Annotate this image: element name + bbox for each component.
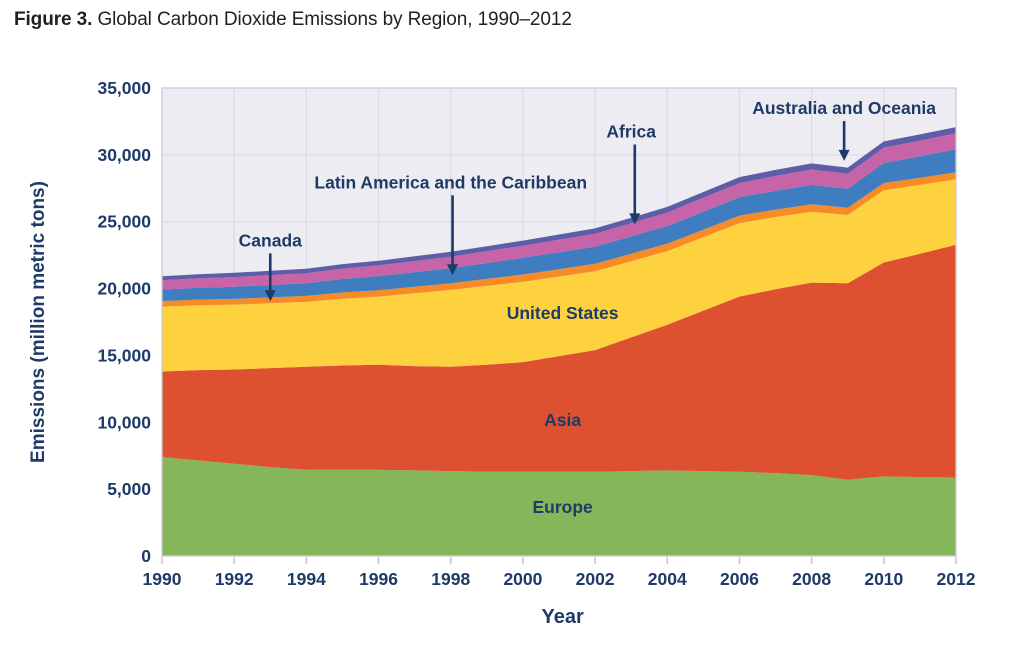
x-tick-label: 2008 xyxy=(792,569,831,589)
area-united-states xyxy=(162,179,956,372)
x-axis-title: Year xyxy=(541,606,583,628)
annotation-arrowhead-canada xyxy=(264,290,276,302)
annotations: Canada Latin America and the Caribbean Afr… xyxy=(239,98,936,302)
x-tick-label: 1996 xyxy=(359,569,398,589)
area-asia xyxy=(162,244,956,480)
y-tick-label: 30,000 xyxy=(97,145,151,165)
x-tick-label: 1992 xyxy=(215,569,254,589)
annotation-arrowhead-australia-and-oceania xyxy=(838,149,850,161)
x-tick-label: 2002 xyxy=(576,569,615,589)
figure-label: Figure 3. xyxy=(14,9,93,30)
x-tick-marks xyxy=(161,557,957,564)
y-axis-title: Emissions (million metric tons) xyxy=(28,181,49,463)
annotation-label-africa: Africa xyxy=(606,121,656,141)
annotation-label-canada: Canada xyxy=(239,230,302,250)
plot-border xyxy=(161,87,957,557)
area-europe xyxy=(162,457,956,556)
figure-title: Figure 3. Global Carbon Dioxide Emission… xyxy=(14,9,572,31)
area-label-united-states: United States xyxy=(507,303,619,323)
area-label-asia: Asia xyxy=(544,410,581,430)
annotation-arrowhead-latin-america-and-the-caribbean xyxy=(447,264,459,276)
annotation-label-australia-and-oceania: Australia and Oceania xyxy=(752,98,936,118)
y-tick-label: 15,000 xyxy=(97,345,151,365)
area-label-europe: Europe xyxy=(532,497,593,517)
y-tick-label: 35,000 xyxy=(97,78,151,98)
y-tick-label: 0 xyxy=(141,546,151,566)
x-tick-label: 2000 xyxy=(503,569,542,589)
y-tick-label: 25,000 xyxy=(97,212,151,232)
y-tick-label: 10,000 xyxy=(97,412,151,432)
x-tick-label: 2012 xyxy=(937,569,976,589)
annotation-label-latin-america-and-the-caribbean: Latin America and the Caribbean xyxy=(314,172,587,192)
x-tick-label: 1990 xyxy=(143,569,182,589)
y-axis-labels: 0 5,000 10,000 15,000 20,000 25,000 30,000 35,0… xyxy=(97,78,151,566)
y-tick-label: 5,000 xyxy=(107,479,151,499)
figure-title-text: Global Carbon Dioxide Emissions by Regio… xyxy=(92,9,572,30)
x-tick-label: 1998 xyxy=(431,569,470,589)
annotation-arrowhead-africa xyxy=(629,213,641,225)
x-tick-label: 2010 xyxy=(864,569,903,589)
area-labels: United States Asia Europe xyxy=(507,303,619,517)
x-tick-label: 2006 xyxy=(720,569,759,589)
y-tick-label: 20,000 xyxy=(97,279,151,299)
x-axis-labels: 1990 1992 1994 1996 1998 2000 2002 2004 2006 2008… xyxy=(143,569,976,589)
stacked-areas xyxy=(162,127,956,556)
x-tick-label: 2004 xyxy=(648,569,687,589)
x-tick-label: 1994 xyxy=(287,569,326,589)
